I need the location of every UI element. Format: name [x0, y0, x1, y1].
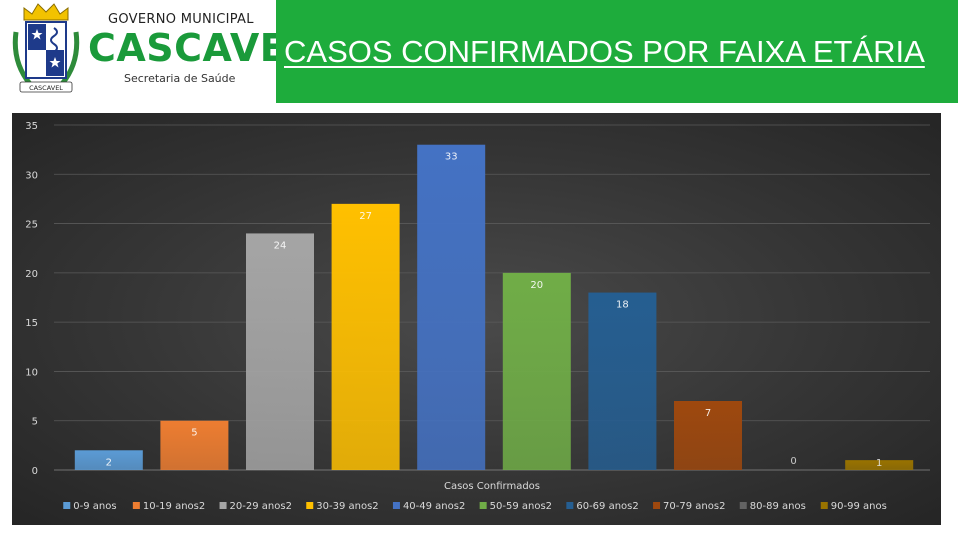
bar-data-label: 5 [191, 428, 197, 439]
legend-swatch [566, 502, 574, 509]
legend-swatch [63, 502, 71, 509]
bar [845, 460, 914, 470]
bar-data-label: 18 [616, 300, 629, 311]
legend-entry: 70-79 anos2 [663, 501, 725, 512]
header-logo: CASCAVEL GOVERNO MUNICIPAL CASCAVEL Secr… [0, 0, 310, 103]
legend-swatch [653, 502, 661, 509]
y-tick-label: 35 [25, 121, 38, 132]
legend-swatch [392, 502, 400, 509]
y-tick-label: 0 [32, 466, 38, 477]
crest-ribbon-label: CASCAVEL [29, 84, 63, 92]
legend-swatch [219, 502, 227, 509]
bar [331, 203, 400, 470]
bar [588, 292, 657, 470]
y-tick-label: 5 [32, 417, 38, 428]
y-tick-label: 25 [25, 220, 38, 231]
y-tick-label: 15 [25, 318, 38, 329]
y-tick-label: 10 [25, 367, 38, 378]
bar [74, 450, 143, 470]
government-label: GOVERNO MUNICIPAL [108, 12, 254, 27]
bar [160, 420, 229, 470]
legend-entry: 30-39 anos2 [316, 501, 378, 512]
bar [417, 144, 486, 470]
bar-data-label: 27 [359, 211, 372, 222]
bar [502, 272, 571, 470]
bar [246, 233, 314, 470]
legend-entry: 10-19 anos2 [143, 501, 205, 512]
y-tick-label: 30 [25, 170, 38, 181]
legend-swatch [739, 502, 747, 509]
legend-swatch [306, 502, 314, 509]
department-label: Secretaria de Saúde [124, 72, 236, 85]
bar-data-label: 1 [876, 458, 882, 469]
legend-swatch [820, 502, 828, 509]
bar [674, 401, 742, 470]
bar-data-label: 24 [274, 240, 287, 251]
page-title: CASOS CONFIRMADOS POR FAIXA ETÁRIA [284, 34, 925, 69]
bar-data-label: 0 [790, 456, 796, 467]
bar-data-label: 33 [445, 152, 458, 163]
legend-entry: 80-89 anos [750, 501, 806, 512]
legend-swatch [132, 502, 140, 509]
city-crest-icon: CASCAVEL [12, 3, 80, 93]
x-axis-label: Casos Confirmados [444, 481, 540, 492]
legend-swatch [479, 502, 487, 509]
legend-entry: 50-59 anos2 [490, 501, 552, 512]
y-tick-label: 20 [25, 269, 38, 280]
bar-data-label: 7 [705, 408, 711, 419]
title-bar: CASOS CONFIRMADOS POR FAIXA ETÁRIA [276, 0, 958, 103]
legend-entry: 60-69 anos2 [576, 501, 638, 512]
legend-entry: 40-49 anos2 [403, 501, 465, 512]
legend-entry: 20-29 anos2 [230, 501, 292, 512]
chart-area: 0 5 10 15 20 25 30 35 2 5 24 27 33 20 18 7 0 1 Casos Confi… [12, 113, 941, 525]
city-name: CASCAVEL [88, 26, 311, 70]
bar-data-label: 20 [530, 280, 543, 291]
legend-entry: 0-9 anos [73, 501, 116, 512]
bar-data-label: 2 [106, 457, 112, 468]
legend-entry: 90-99 anos [831, 501, 887, 512]
